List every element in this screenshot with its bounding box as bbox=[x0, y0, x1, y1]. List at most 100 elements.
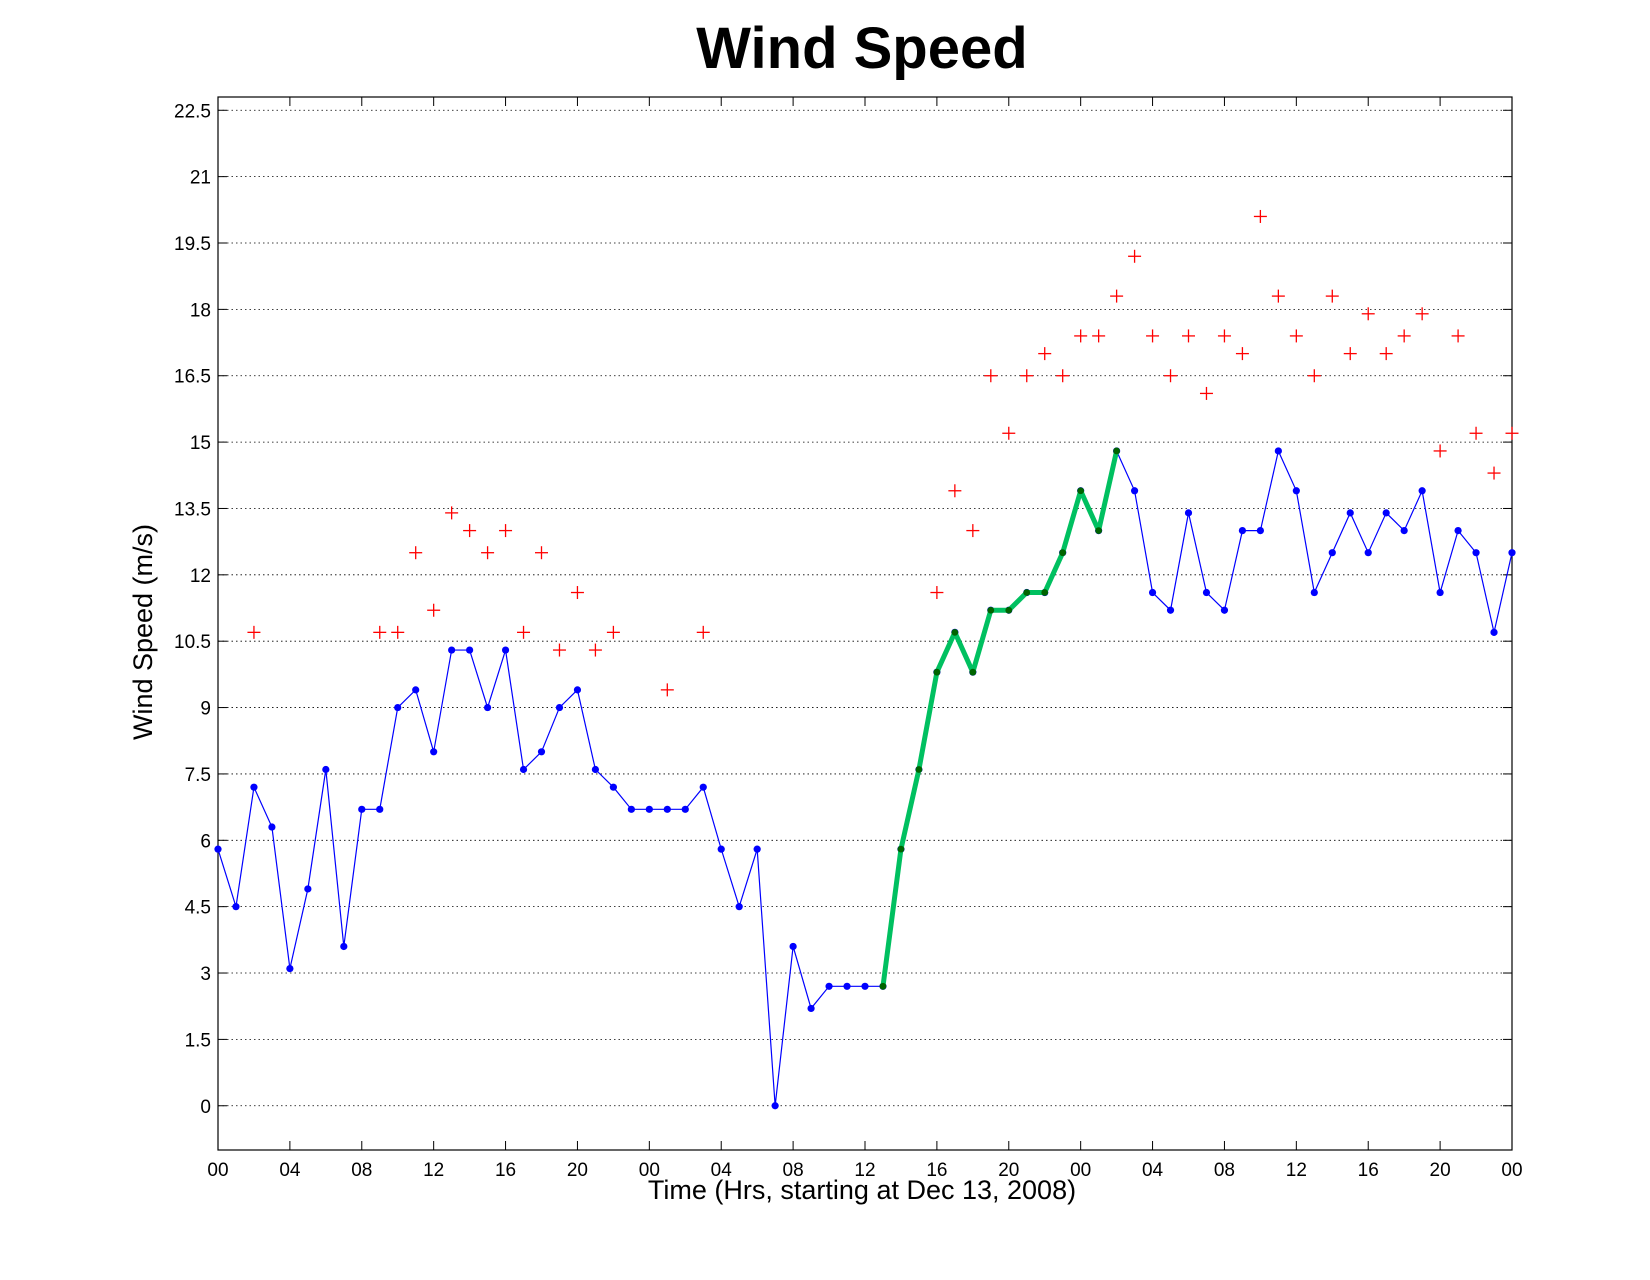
highlight-point bbox=[969, 668, 977, 676]
gust-marker bbox=[1361, 307, 1375, 321]
gust-marker bbox=[1433, 444, 1447, 458]
observed-point bbox=[250, 783, 258, 791]
gust-marker bbox=[1128, 249, 1142, 263]
gust-marker bbox=[570, 586, 584, 600]
gust-marker bbox=[588, 643, 602, 657]
observed-point bbox=[681, 805, 689, 813]
gust-marker bbox=[606, 625, 620, 639]
x-tick-label: 00 bbox=[1070, 1160, 1091, 1181]
highlight-point bbox=[1041, 589, 1049, 596]
x-tick-label: 08 bbox=[1214, 1160, 1235, 1181]
observed-point bbox=[573, 686, 582, 694]
highlight-point bbox=[1095, 527, 1103, 534]
observed-point bbox=[645, 805, 653, 813]
observed-point bbox=[627, 805, 635, 813]
observed-point bbox=[717, 845, 725, 853]
gust-marker bbox=[696, 625, 710, 639]
observed-point bbox=[430, 748, 438, 756]
gust-marker bbox=[1182, 329, 1195, 343]
observed-point bbox=[1184, 509, 1193, 517]
y-tick-label: 16.5 bbox=[174, 367, 211, 388]
observed-point bbox=[412, 686, 420, 694]
y-tick-label: 4.5 bbox=[185, 898, 211, 919]
gust-marker bbox=[1415, 307, 1429, 321]
x-tick-label: 12 bbox=[1286, 1160, 1307, 1181]
gust-marker bbox=[552, 643, 566, 657]
observed-point bbox=[519, 765, 528, 774]
observed-point bbox=[1220, 606, 1229, 614]
x-tick-label: 16 bbox=[926, 1160, 947, 1181]
gust-marker bbox=[1487, 466, 1501, 480]
x-tick-label: 20 bbox=[567, 1160, 588, 1181]
observed-point bbox=[555, 703, 564, 712]
highlight-point bbox=[897, 845, 905, 853]
highlight-point bbox=[1077, 487, 1085, 495]
observed-point bbox=[1166, 606, 1175, 614]
gust-marker bbox=[1020, 369, 1034, 383]
observed-point bbox=[232, 903, 240, 911]
gust-marker bbox=[445, 506, 459, 520]
highlight-point bbox=[1059, 549, 1067, 557]
gust-marker bbox=[1307, 369, 1321, 383]
x-tick-label: 00 bbox=[207, 1160, 228, 1181]
gust-marker bbox=[1002, 426, 1016, 440]
gust-marker bbox=[409, 546, 423, 560]
observed-point bbox=[214, 845, 222, 853]
observed-point bbox=[861, 982, 869, 990]
observed-point bbox=[1256, 526, 1264, 535]
gust-marker bbox=[1217, 329, 1231, 343]
observed-point bbox=[771, 1102, 779, 1110]
gust-marker bbox=[1253, 209, 1267, 223]
gust-marker bbox=[984, 369, 998, 383]
highlight-point bbox=[915, 766, 923, 773]
highlight-point bbox=[951, 628, 959, 636]
chart-title: Wind Speed bbox=[696, 16, 1027, 81]
x-tick-label: 00 bbox=[1501, 1160, 1522, 1181]
gust-marker bbox=[1235, 347, 1249, 361]
gust-marker bbox=[1451, 329, 1465, 343]
x-tick-label: 08 bbox=[351, 1160, 372, 1181]
observed-point bbox=[501, 646, 510, 654]
highlight-point bbox=[879, 982, 887, 990]
x-tick-label: 16 bbox=[495, 1160, 516, 1181]
observed-point bbox=[807, 1004, 815, 1013]
observed-point bbox=[448, 646, 456, 654]
gust-marker bbox=[966, 524, 980, 538]
observed-point bbox=[1490, 628, 1498, 636]
y-axis-label: Wind Speed (m/s) bbox=[128, 524, 158, 740]
observed-point bbox=[1382, 509, 1390, 517]
gust-marker bbox=[1110, 289, 1124, 303]
highlight-point bbox=[933, 668, 941, 676]
gust-marker bbox=[1469, 426, 1483, 440]
gust-marker bbox=[481, 546, 495, 560]
highlight-series-line bbox=[880, 450, 1120, 987]
observed-point bbox=[1454, 526, 1462, 535]
observed-point bbox=[1328, 549, 1336, 557]
observed-point bbox=[1238, 526, 1247, 535]
y-tick-label: 0 bbox=[200, 1097, 211, 1118]
observed-point bbox=[1346, 509, 1354, 517]
observed-point bbox=[537, 748, 546, 756]
gust-marker bbox=[1056, 369, 1070, 383]
observed-point bbox=[699, 783, 707, 791]
gust-marker bbox=[1397, 329, 1411, 343]
observed-point bbox=[735, 903, 743, 911]
gust-marker bbox=[660, 683, 674, 697]
gust-marker bbox=[1146, 329, 1160, 343]
gust-marker bbox=[1325, 289, 1339, 303]
gust-marker bbox=[1343, 347, 1357, 361]
x-tick-label: 12 bbox=[854, 1160, 875, 1181]
x-tick-label: 16 bbox=[1358, 1160, 1379, 1181]
y-tick-label: 22.5 bbox=[174, 101, 211, 122]
gust-marker bbox=[535, 546, 548, 560]
observed-point bbox=[1130, 487, 1139, 495]
gust-marker bbox=[463, 524, 477, 538]
x-axis-label: Time (Hrs, starting at Dec 13, 2008) bbox=[648, 1175, 1076, 1205]
y-tick-label: 3 bbox=[200, 964, 211, 985]
tick-layer: 0 1.5 3 4.5 6 7.5 9 10.5 12 13.5 15 16.5 18 19.5 21 22.… bbox=[174, 97, 1523, 1181]
observed-point bbox=[843, 982, 851, 990]
highlight-point bbox=[1113, 447, 1121, 455]
highlight-point bbox=[987, 606, 995, 614]
